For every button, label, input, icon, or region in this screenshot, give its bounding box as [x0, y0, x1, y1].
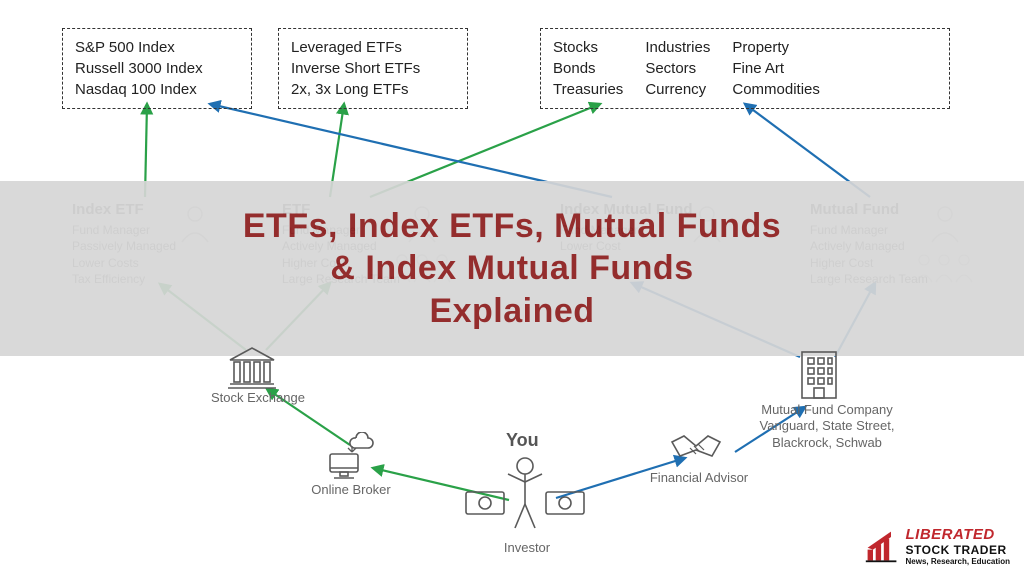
overlay-title-line2: & Index Mutual Funds — [243, 247, 781, 290]
box-line: Sectors — [645, 58, 710, 79]
logo-mark-icon — [864, 528, 900, 564]
mfc-line2: Vanguard, State Street, — [752, 418, 902, 434]
box-line: S&P 500 Index — [75, 37, 239, 58]
investor-icon — [460, 452, 590, 542]
mutual-fund-company-label: Mutual Fund Company Vanguard, State Stre… — [752, 402, 902, 451]
mfc-line1: Mutual Fund Company — [752, 402, 902, 418]
bank-icon — [226, 344, 278, 390]
logo-line2: STOCK TRADER — [906, 543, 1010, 557]
box-line: Property — [732, 37, 820, 58]
box-column: StocksBondsTreasuries — [553, 37, 623, 100]
index-list-box: S&P 500 IndexRussell 3000 IndexNasdaq 10… — [62, 28, 252, 109]
box-line: Commodities — [732, 79, 820, 100]
box-line: Currency — [645, 79, 710, 100]
box-line: Fine Art — [732, 58, 820, 79]
box-line: 2x, 3x Long ETFs — [291, 79, 455, 100]
handshake-icon — [668, 428, 724, 468]
overlay-title-line1: ETFs, Index ETFs, Mutual Funds — [243, 205, 781, 248]
box-line: Nasdaq 100 Index — [75, 79, 239, 100]
box-line: Bonds — [553, 58, 623, 79]
overlay-title: ETFs, Index ETFs, Mutual Funds & Index M… — [243, 205, 781, 333]
box-column: PropertyFine ArtCommodities — [732, 37, 820, 100]
overlay-title-line3: Explained — [243, 290, 781, 333]
asset-classes-box: StocksBondsTreasuries IndustriesSectorsCu… — [540, 28, 950, 109]
box-line: Leveraged ETFs — [291, 37, 455, 58]
box-line: Russell 3000 Index — [75, 58, 239, 79]
computer-cloud-icon — [322, 432, 374, 480]
etf-types-box: Leveraged ETFsInverse Short ETFs2x, 3x L… — [278, 28, 468, 109]
stock-exchange-label: Stock Exchange — [208, 390, 308, 405]
diagram-canvas: { "colors": { "green": "#2aa148", "blue"… — [0, 0, 1024, 576]
mfc-line3: Blackrock, Schwab — [752, 435, 902, 451]
you-label: You — [506, 430, 539, 451]
investor-label: Investor — [492, 540, 562, 555]
brand-logo: LIBERATED STOCK TRADER News, Research, E… — [864, 526, 1010, 566]
box-line: Stocks — [553, 37, 623, 58]
title-overlay: ETFs, Index ETFs, Mutual Funds & Index M… — [0, 181, 1024, 356]
box-line: Industries — [645, 37, 710, 58]
logo-line3: News, Research, Education — [906, 557, 1010, 566]
financial-advisor-label: Financial Advisor — [644, 470, 754, 485]
box-line: Inverse Short ETFs — [291, 58, 455, 79]
box-column: IndustriesSectorsCurrency — [645, 37, 710, 100]
logo-line1: LIBERATED — [906, 526, 1010, 543]
box-line: Treasuries — [553, 79, 623, 100]
building-icon — [798, 348, 840, 402]
online-broker-label: Online Broker — [306, 482, 396, 497]
